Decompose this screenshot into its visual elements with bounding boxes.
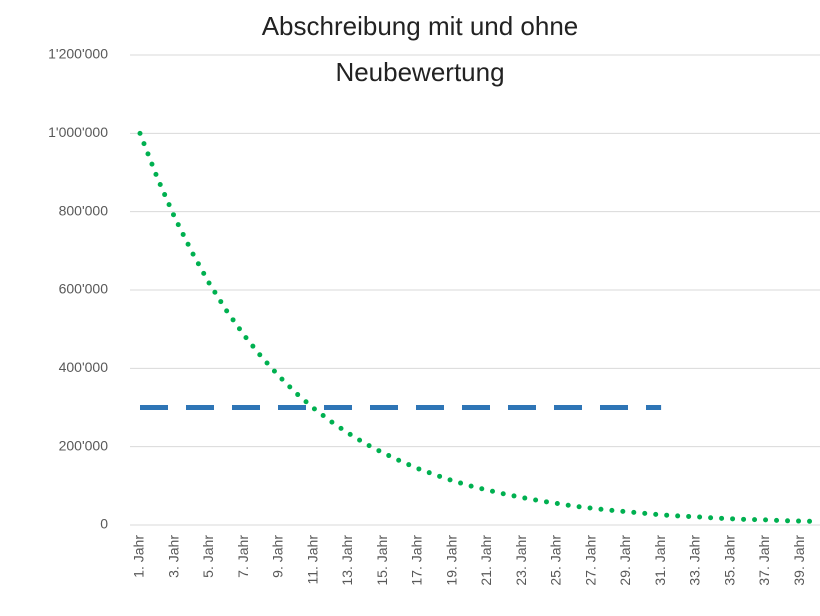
- chart-title: Abschreibung mit und ohne: [262, 11, 579, 41]
- x-tick-label: 31. Jahr: [652, 535, 668, 586]
- x-tick-label: 3. Jahr: [165, 535, 181, 578]
- x-tick-label: 13. Jahr: [339, 535, 355, 586]
- y-tick-label: 800'000: [59, 202, 109, 218]
- x-tick-label: 21. Jahr: [478, 535, 494, 586]
- x-tick-label: 29. Jahr: [617, 535, 633, 586]
- x-tick-label: 25. Jahr: [548, 535, 564, 586]
- x-tick-label: 27. Jahr: [582, 535, 598, 586]
- x-tick-label: 11. Jahr: [304, 535, 320, 585]
- x-tick-label: 19. Jahr: [443, 535, 459, 586]
- y-tick-label: 1'200'000: [48, 46, 108, 62]
- chart-title: Neubewertung: [335, 57, 504, 87]
- x-tick-label: 39. Jahr: [791, 535, 807, 586]
- x-tick-label: 5. Jahr: [200, 535, 216, 578]
- y-tick-label: 0: [100, 516, 108, 532]
- x-tick-label: 23. Jahr: [513, 535, 529, 586]
- x-tick-label: 1. Jahr: [131, 535, 147, 578]
- x-tick-label: 35. Jahr: [721, 535, 737, 586]
- x-tick-label: 9. Jahr: [270, 535, 286, 578]
- y-tick-label: 600'000: [59, 281, 109, 297]
- x-tick-label: 15. Jahr: [374, 535, 390, 586]
- x-tick-label: 33. Jahr: [687, 535, 703, 586]
- y-tick-label: 200'000: [59, 437, 109, 453]
- y-tick-label: 1'000'000: [48, 124, 108, 140]
- y-tick-label: 400'000: [59, 359, 109, 375]
- line-series: [137, 130, 820, 524]
- x-tick-label: 17. Jahr: [409, 535, 425, 586]
- x-tick-label: 37. Jahr: [756, 535, 772, 586]
- x-tick-label: 7. Jahr: [235, 535, 251, 578]
